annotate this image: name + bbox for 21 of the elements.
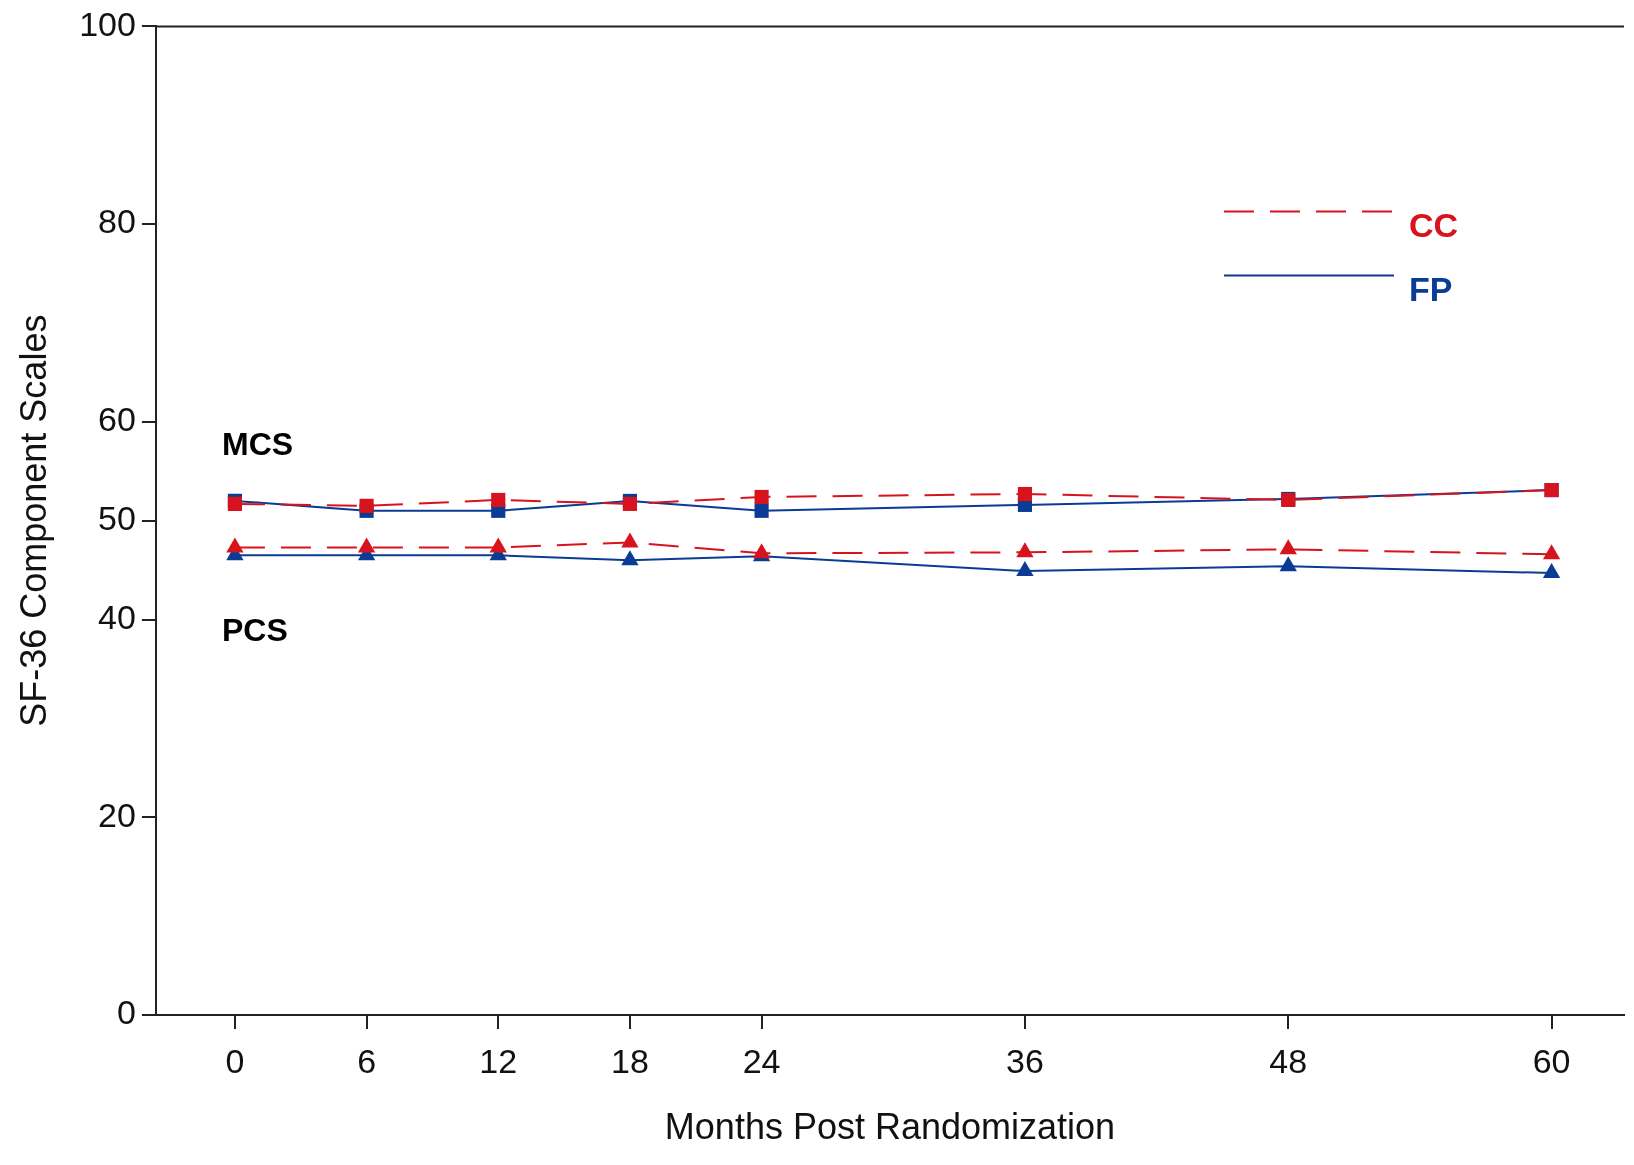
- y-tick-label: 40: [98, 597, 136, 636]
- y-tick-label: 50: [98, 499, 136, 538]
- x-tick-label: 60: [1532, 1041, 1571, 1080]
- y-tick-label: 20: [98, 795, 136, 834]
- y-tick-label: 60: [98, 400, 136, 439]
- x-tick-label: 48: [1269, 1041, 1308, 1080]
- x-axis-title: Months Post Randomization: [664, 1106, 1116, 1148]
- legend-label: CC: [1409, 205, 1459, 244]
- x-tick-label: 18: [611, 1041, 649, 1080]
- x-tick-label: 0: [225, 1041, 245, 1080]
- annotation: MCS: [221, 426, 294, 463]
- x-tick-label: 36: [1006, 1041, 1044, 1080]
- x-tick-label: 12: [479, 1041, 518, 1080]
- annotation: PCS: [221, 612, 288, 649]
- x-tick-label: 24: [742, 1041, 781, 1080]
- y-tick-label: 80: [98, 202, 136, 241]
- y-tick-label: 0: [117, 993, 136, 1032]
- y-axis-title: SF-36 Component Scales: [12, 314, 54, 727]
- y-tick-label: 100: [79, 4, 136, 43]
- legend-label: FP: [1409, 269, 1453, 308]
- x-tick-label: 6: [357, 1041, 377, 1080]
